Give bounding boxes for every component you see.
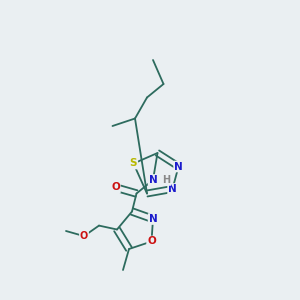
- Text: S: S: [130, 158, 137, 169]
- Text: N: N: [174, 161, 183, 172]
- Text: O: O: [147, 236, 156, 247]
- Text: N: N: [148, 175, 158, 185]
- Text: N: N: [148, 214, 158, 224]
- Text: N: N: [168, 184, 177, 194]
- Text: O: O: [111, 182, 120, 193]
- Text: H: H: [162, 175, 171, 185]
- Text: O: O: [80, 231, 88, 241]
